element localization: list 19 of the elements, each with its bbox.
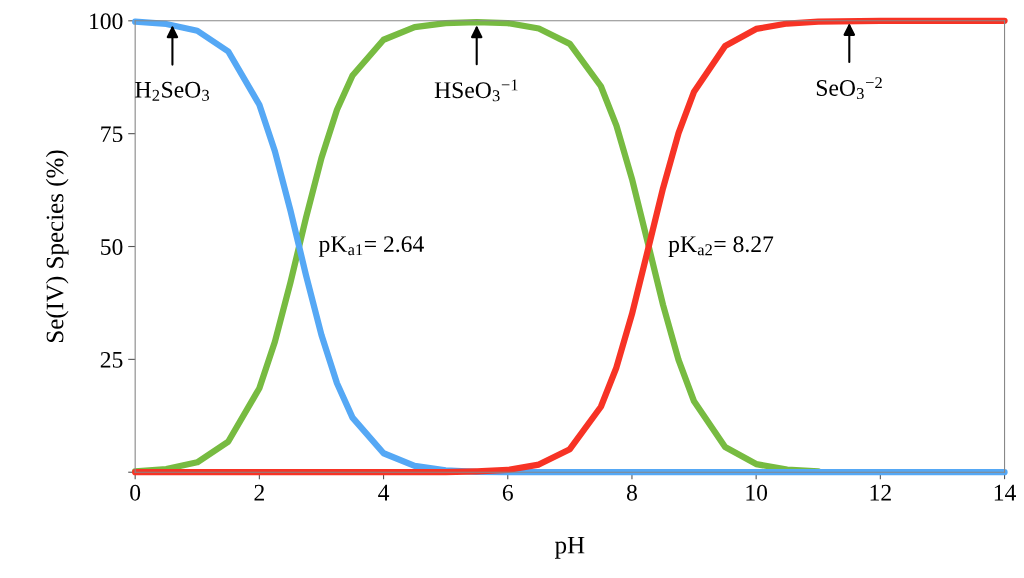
x-tick-label: 14: [994, 484, 1016, 501]
annotation: HSeO$_{3}$$^{−1}$: [434, 79, 518, 102]
x-tick-label: 2: [254, 484, 264, 501]
x-tick-label: 10: [746, 484, 768, 501]
x-axis-title: pH: [554, 536, 585, 559]
annotation: SeO$_{3}$$^{−2}$: [816, 77, 882, 100]
y-axis-title: Se(IV) Species (%): [45, 150, 69, 343]
x-tick-label: 0: [130, 484, 141, 501]
annotation: H$_{2}$SeO$_{3}$: [135, 81, 210, 101]
x-tick-label: 4: [378, 484, 390, 501]
annotation: pK$_{a1}$= 2.64: [318, 236, 424, 257]
y-tick-label: 50: [101, 239, 123, 255]
y-tick-label: 25: [100, 351, 123, 368]
y-tick-label: 100: [90, 13, 123, 30]
y-tick-label: 75: [101, 126, 123, 143]
x-tick-label: 6: [502, 484, 513, 501]
x-tick-label: 12: [870, 484, 891, 501]
annotation: pK$_{a2}$= 8.27: [668, 236, 774, 257]
x-tick-label: 8: [626, 484, 637, 501]
